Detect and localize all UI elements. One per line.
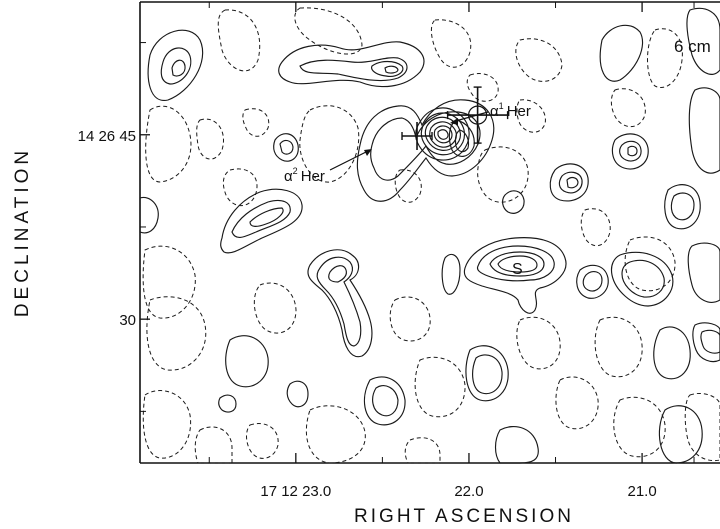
x-tick-label: 21.0 xyxy=(627,483,656,500)
x-axis-ticks: 17 12 23.0 22.0 21.0 xyxy=(208,2,695,500)
source-s-label: S xyxy=(512,261,523,278)
contour-lines xyxy=(139,7,720,464)
x-axis-title: RIGHT ASCENSION xyxy=(354,506,574,527)
x-tick-label: 17 12 23.0 xyxy=(260,483,331,500)
alpha2-her-label: α2 Her xyxy=(284,166,325,185)
y-axis-title: DECLINATION xyxy=(12,147,33,317)
source-markers xyxy=(401,86,509,150)
band-label: 6 cm xyxy=(674,37,711,56)
y-tick-label: 30 xyxy=(119,312,136,329)
y-tick-label: 14 26 45 xyxy=(78,128,136,145)
label-arrows xyxy=(329,111,489,171)
plot-frame xyxy=(139,1,720,464)
alpha1-her-label: α1 Her xyxy=(490,101,531,120)
x-tick-label: 22.0 xyxy=(454,483,483,500)
y-axis-ticks: 14 26 45 30 xyxy=(78,42,150,412)
